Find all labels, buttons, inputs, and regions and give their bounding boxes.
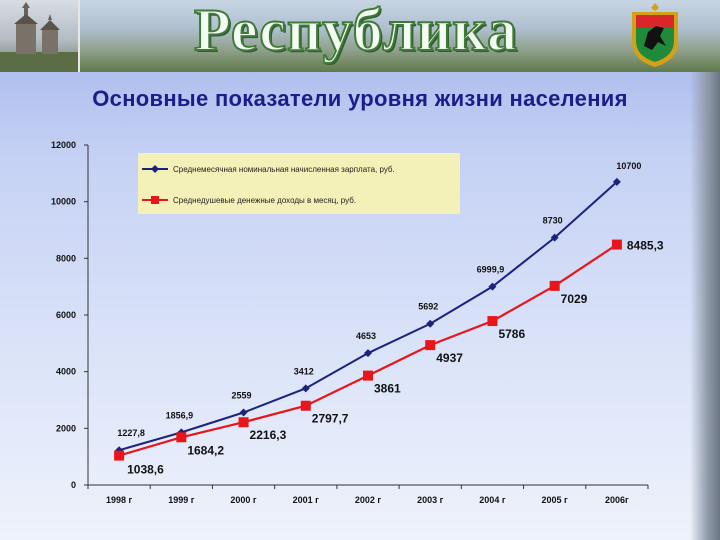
coat-of-arms-icon (626, 2, 684, 68)
data-label-series1: 2559 (232, 390, 252, 400)
data-label-series2: 1038,6 (127, 463, 164, 477)
header-banner: Республика Карелия (0, 0, 720, 72)
data-point-series1 (426, 319, 435, 328)
y-tick-label: 12000 (51, 140, 76, 150)
data-label-series1: 6999,9 (477, 265, 505, 275)
data-point-series2 (487, 316, 498, 327)
data-label-series1: 5692 (418, 302, 438, 312)
data-label-series2: 7029 (561, 292, 588, 306)
banner-title: Республика Карелия (193, 0, 519, 72)
page-subtitle: Основные показатели уровня жизни населен… (92, 86, 628, 111)
data-label-series1: 1227,8 (117, 428, 145, 438)
x-tick-label: 1999 г (168, 495, 195, 505)
x-tick-label: 1998 г (106, 495, 133, 505)
data-point-series2 (611, 239, 622, 250)
x-tick-label: 2006г (605, 495, 629, 505)
x-tick-label: 2005 г (542, 495, 569, 505)
data-label-series1: 8730 (543, 216, 563, 226)
church-photo-icon (0, 0, 80, 72)
data-label-series1: 3412 (294, 366, 314, 376)
y-tick-label: 8000 (56, 253, 76, 263)
x-tick-label: 2003 г (417, 495, 444, 505)
x-tick-label: 2001 г (293, 495, 320, 505)
data-label-series2: 5786 (498, 327, 525, 341)
data-point-series2 (176, 432, 187, 443)
data-point-series2 (425, 340, 436, 351)
x-tick-label: 2002 г (355, 495, 382, 505)
data-label-series1: 1856,9 (166, 410, 194, 420)
y-tick-label: 10000 (51, 197, 76, 207)
legend-marker-series1 (151, 165, 159, 173)
y-tick-label: 6000 (56, 310, 76, 320)
y-tick-label: 4000 (56, 367, 76, 377)
data-point-series2 (114, 450, 125, 461)
legend-marker-series2 (151, 196, 159, 204)
y-tick-label: 0 (71, 480, 76, 490)
data-point-series1 (612, 177, 621, 186)
data-point-series1 (364, 349, 372, 358)
data-label-series2: 4937 (436, 351, 463, 365)
data-point-series1 (550, 233, 559, 242)
data-label-series1: 4653 (356, 331, 376, 341)
legend-label-series1: Среднемесячная номинальная начисленная з… (173, 165, 395, 174)
data-point-series2 (549, 280, 560, 291)
data-point-series2 (300, 400, 311, 411)
data-point-series1 (301, 384, 310, 393)
data-label-series2: 2797,7 (312, 412, 349, 426)
data-label-series2: 1684,2 (187, 443, 224, 457)
y-tick-label: 2000 (56, 423, 76, 433)
chart-legend: Среднемесячная номинальная начисленная з… (138, 153, 460, 214)
data-point-series1 (239, 408, 248, 417)
x-tick-label: 2004 г (479, 495, 506, 505)
x-tick-label: 2000 г (230, 495, 257, 505)
data-label-series1: 10700 (616, 161, 641, 171)
data-point-series2 (238, 417, 249, 428)
data-label-series2: 2216,3 (250, 428, 287, 442)
legend-box (138, 153, 460, 214)
data-point-series1 (488, 282, 497, 291)
data-label-series2: 8485,3 (627, 239, 664, 253)
decorative-side-strip (690, 72, 720, 540)
legend-label-series2: Среднедушевые денежные доходы в месяц, р… (173, 196, 356, 205)
data-label-series2: 3861 (374, 382, 401, 396)
data-point-series2 (363, 370, 373, 381)
